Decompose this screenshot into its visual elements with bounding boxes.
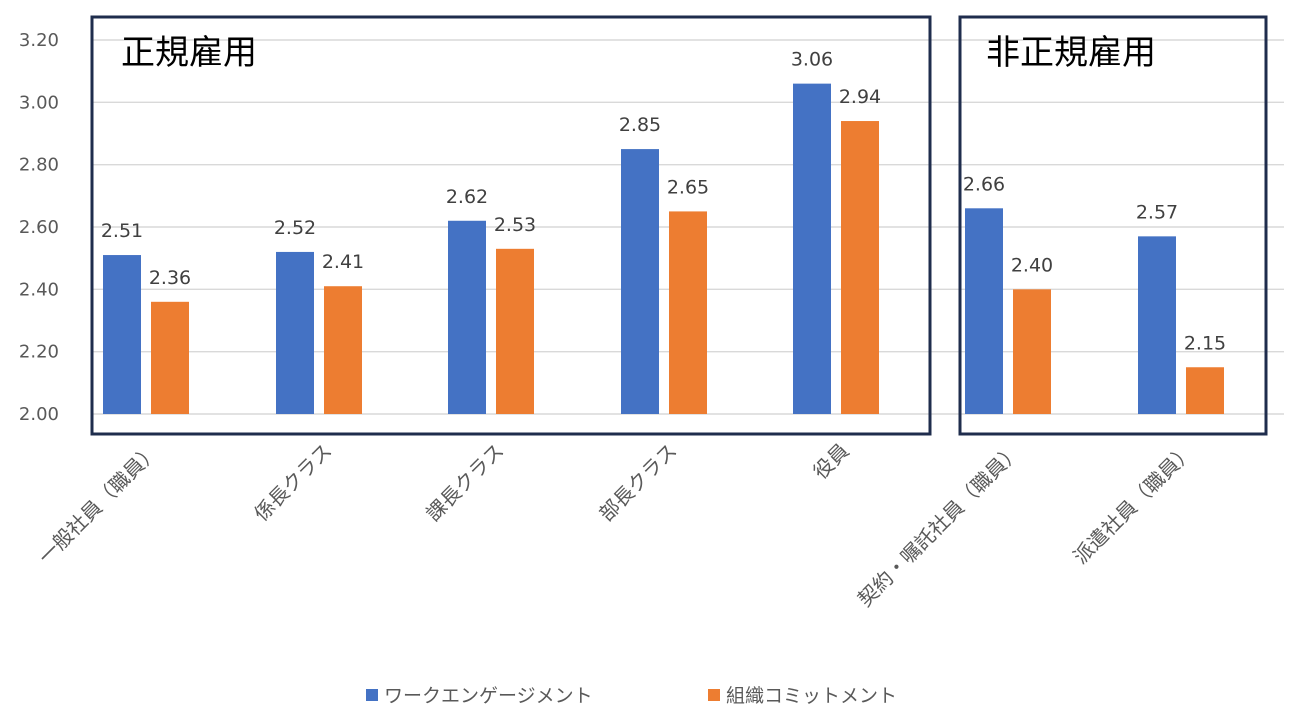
data-label: 2.57 xyxy=(1136,201,1178,223)
y-tick-label: 2.20 xyxy=(19,342,59,363)
bar xyxy=(324,286,362,414)
data-label: 2.36 xyxy=(149,267,191,289)
category-label: 課長クラス xyxy=(421,439,508,526)
y-tick-label: 3.00 xyxy=(19,92,59,113)
group-title: 正規雇用 xyxy=(121,33,257,73)
bar xyxy=(496,248,534,414)
bar xyxy=(1013,289,1051,414)
data-label: 2.65 xyxy=(667,176,709,198)
bar xyxy=(621,149,659,415)
category-label: 役員 xyxy=(808,439,853,484)
category-label: 契約・嘱託社員（職員） xyxy=(853,439,1026,612)
data-label: 2.53 xyxy=(494,214,536,236)
group-frame xyxy=(958,15,1268,436)
bar xyxy=(1138,236,1176,414)
category-label: 一般社員（職員） xyxy=(33,439,163,569)
data-label: 2.15 xyxy=(1184,332,1226,354)
y-tick-label: 2.40 xyxy=(19,279,59,300)
y-tick-label: 2.60 xyxy=(19,217,59,238)
bars xyxy=(103,83,1224,415)
bar xyxy=(151,301,189,414)
data-label: 3.06 xyxy=(791,49,833,71)
y-tick-label: 2.80 xyxy=(19,155,59,176)
y-axis-ticks: 2.00 2.20 2.40 2.60 2.80 3.00 3.20 xyxy=(19,30,59,425)
y-tick-label: 2.00 xyxy=(19,404,59,425)
legend-swatch xyxy=(366,689,378,701)
group-title: 非正規雇用 xyxy=(986,33,1156,73)
bar xyxy=(1186,367,1224,414)
group-frame xyxy=(90,15,932,436)
bar xyxy=(965,208,1003,414)
legend-label: ワークエンゲージメント xyxy=(384,685,593,707)
category-label: 部長クラス xyxy=(594,439,681,526)
category-label: 派遣社員（職員） xyxy=(1068,439,1198,569)
bar xyxy=(276,251,314,414)
employment-groups: 正規雇用 非正規雇用 xyxy=(90,15,1268,436)
data-label: 2.94 xyxy=(839,86,881,108)
category-label: 係長クラス xyxy=(249,439,336,526)
data-labels: 2.51 2.52 2.62 2.85 3.06 2.66 2.57 2.36 2.41 2.53… xyxy=(101,49,1226,355)
legend-label: 組織コミットメント xyxy=(726,685,897,707)
legend-swatch xyxy=(708,689,720,701)
x-axis-categories: 一般社員（職員） 係長クラス 課長クラス 部長クラス 役員 契約・嘱託社員（職員） 派遣社員… xyxy=(33,439,1198,612)
bar xyxy=(793,83,831,414)
legend: ワークエンゲージメント 組織コミットメント xyxy=(366,685,897,707)
data-label: 2.66 xyxy=(963,173,1005,195)
data-label: 2.52 xyxy=(274,217,316,239)
data-label: 2.41 xyxy=(322,251,364,273)
data-label: 2.40 xyxy=(1011,254,1053,276)
bar xyxy=(448,220,486,414)
bar xyxy=(103,255,141,414)
data-label: 2.85 xyxy=(619,114,661,136)
data-label: 2.62 xyxy=(446,186,488,208)
y-tick-label: 3.20 xyxy=(19,30,59,51)
data-label: 2.51 xyxy=(101,220,143,242)
bar xyxy=(669,211,707,414)
bar xyxy=(841,121,879,415)
